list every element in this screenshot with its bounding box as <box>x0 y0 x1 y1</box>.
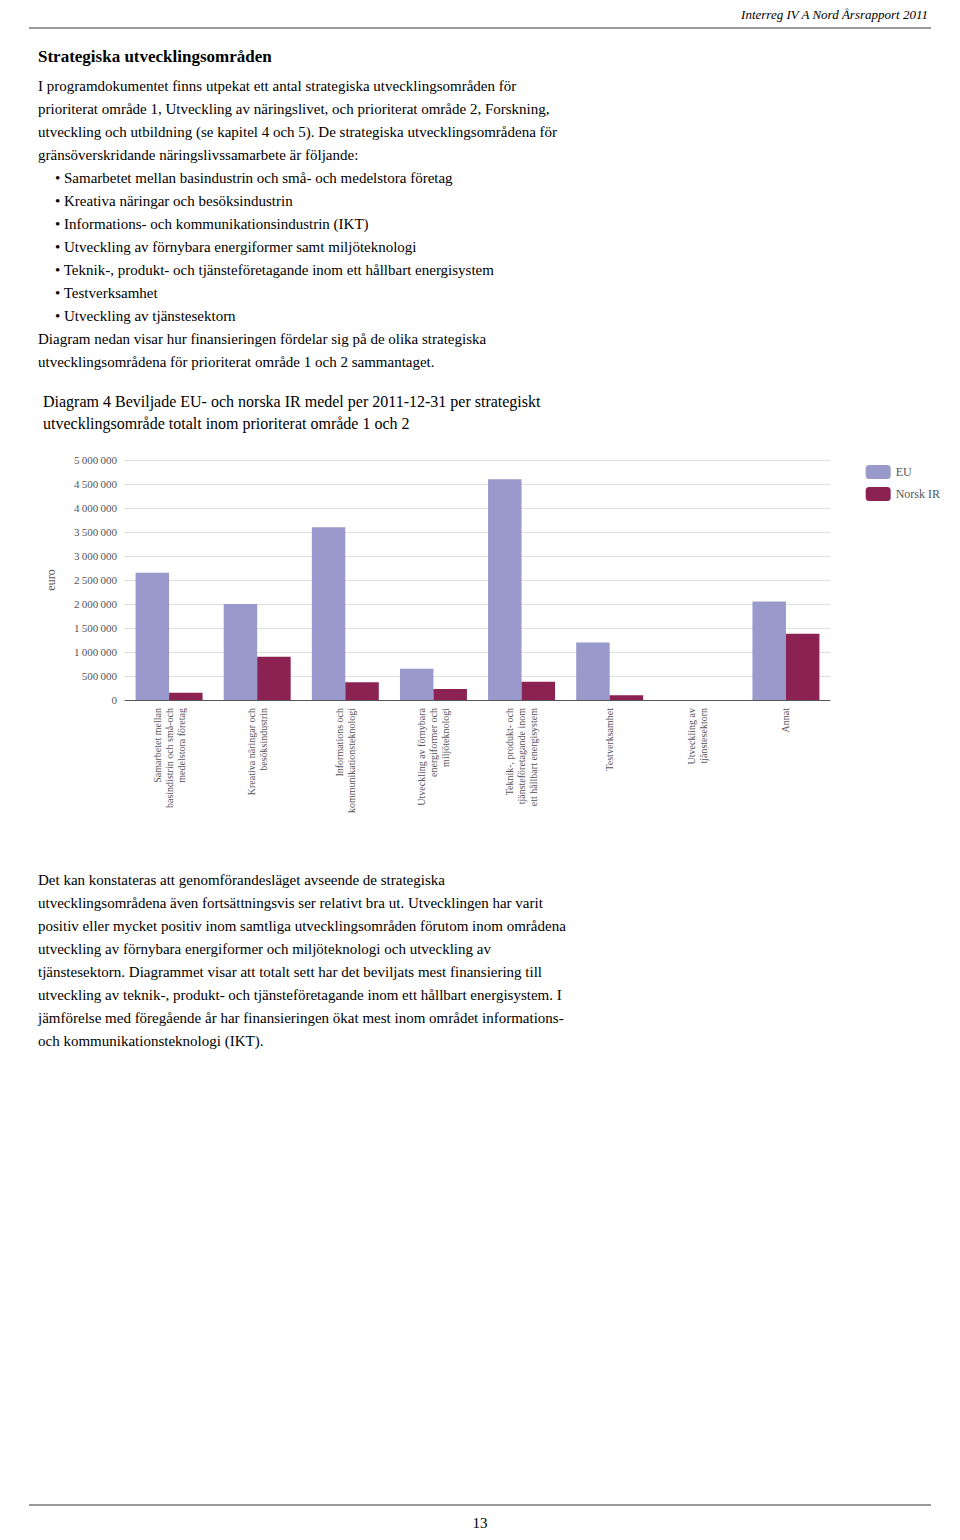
svg-text:Testverksamhet: Testverksamhet <box>604 708 615 771</box>
svg-text:tjänsteföretagande inom: tjänsteföretagande inom <box>516 708 527 805</box>
svg-text:2 000 000: 2 000 000 <box>74 598 117 610</box>
svg-text:ett hållbart energisystem: ett hållbart energisystem <box>528 708 539 806</box>
svg-text:I programdokumentet finns utpe: I programdokumentet finns utpekat ett an… <box>38 78 516 94</box>
svg-text:basindistrin och små-och: basindistrin och små-och <box>164 708 175 808</box>
svg-text:Teknik-, produkt- och: Teknik-, produkt- och <box>504 708 515 795</box>
svg-text:Informations och: Informations och <box>334 708 345 777</box>
svg-text:utveckling av teknik-, produkt: utveckling av teknik-, produkt- och tjän… <box>38 987 562 1003</box>
svg-text:• Utveckling av tjänstesektorn: • Utveckling av tjänstesektorn <box>55 308 236 324</box>
svg-text:Utveckling av: Utveckling av <box>686 708 697 764</box>
svg-text:euro: euro <box>44 569 58 590</box>
svg-text:0: 0 <box>112 694 118 706</box>
svg-text:500 000: 500 000 <box>82 670 118 682</box>
svg-text:jämförelse med föregående år h: jämförelse med föregående år har finansi… <box>37 1010 564 1026</box>
svg-text:• Utveckling av förnybara ener: • Utveckling av förnybara energiformer s… <box>55 239 417 255</box>
svg-text:1 000 000: 1 000 000 <box>74 646 117 658</box>
svg-text:Strategiska utvecklingsområden: Strategiska utvecklingsområden <box>38 47 272 66</box>
svg-text:Samarbetet mellan: Samarbetet mellan <box>152 708 163 783</box>
svg-text:• Kreativa näringar och besöks: • Kreativa näringar och besöksindustrin <box>55 193 293 209</box>
svg-text:• Teknik-, produkt- och tjänst: • Teknik-, produkt- och tjänsteföretagan… <box>55 262 494 278</box>
svg-text:3 000 000: 3 000 000 <box>74 550 117 562</box>
svg-text:Annat: Annat <box>780 708 791 733</box>
svg-text:Diagram 4 Beviljade EU- och no: Diagram 4 Beviljade EU- och norska IR me… <box>43 393 541 411</box>
svg-text:gränsöverskridande näringslivs: gränsöverskridande näringslivssamarbete … <box>38 147 358 163</box>
svg-text:• Informations- och kommunikat: • Informations- och kommunikationsindust… <box>55 216 369 233</box>
svg-text:utvecklingsområdena även forts: utvecklingsområdena även fortsättningsvi… <box>38 895 544 911</box>
svg-text:2 500 000: 2 500 000 <box>74 574 117 586</box>
svg-text:3 500 000: 3 500 000 <box>74 526 117 538</box>
svg-text:4 000 000: 4 000 000 <box>74 502 117 514</box>
svg-text:13: 13 <box>473 1515 488 1531</box>
svg-text:Diagram nedan visar hur finans: Diagram nedan visar hur finansieringen f… <box>38 331 487 347</box>
svg-text:positiv eller mycket positiv i: positiv eller mycket positiv inom samtli… <box>38 918 566 934</box>
svg-text:Norsk IR: Norsk IR <box>896 487 940 501</box>
svg-text:Interreg IV A Nord Årsrapport: Interreg IV A Nord Årsrapport 2011 <box>740 7 928 22</box>
svg-text:kommunikationsteknologi: kommunikationsteknologi <box>346 708 357 813</box>
svg-text:1 500 000: 1 500 000 <box>74 622 117 634</box>
svg-text:utvecklingsområde totalt inom: utvecklingsområde totalt inom prioritera… <box>43 415 410 433</box>
svg-text:prioriterat område 1, Utveckli: prioriterat område 1, Utveckling av näri… <box>38 101 550 117</box>
svg-text:utvecklingsområdena för priori: utvecklingsområdena för prioriterat områ… <box>38 354 435 370</box>
svg-text:utveckling och utbildning (se: utveckling och utbildning (se kapitel 4 … <box>38 124 557 141</box>
svg-text:Kreativa näringar och: Kreativa näringar och <box>246 708 257 795</box>
svg-text:5 000 000: 5 000 000 <box>74 454 117 466</box>
svg-text:miljöteknologi: miljöteknologi <box>440 708 451 767</box>
svg-text:utveckling av förnybara energi: utveckling av förnybara energiformer och… <box>38 941 491 957</box>
svg-text:tjänstesektorn. Diagrammet vis: tjänstesektorn. Diagrammet visar att tot… <box>38 964 542 980</box>
svg-text:tjänstesektorn: tjänstesektorn <box>698 708 709 764</box>
svg-text:Det kan konstateras att genomf: Det kan konstateras att genomförandesläg… <box>38 872 445 888</box>
svg-text:besöksindustrin: besöksindustrin <box>258 708 269 771</box>
svg-text:EU: EU <box>896 465 912 479</box>
svg-text:medelstora företag: medelstora företag <box>176 708 187 783</box>
svg-text:och kommunikationsteknologi (I: och kommunikationsteknologi (IKT). <box>38 1033 263 1050</box>
svg-text:• Testverksamhet: • Testverksamhet <box>55 285 158 301</box>
svg-text:4 500 000: 4 500 000 <box>74 478 117 490</box>
svg-text:Utveckling av förnybara: Utveckling av förnybara <box>416 707 427 805</box>
svg-text:energiformer och: energiformer och <box>428 708 439 777</box>
svg-text:• Samarbetet mellan basindustr: • Samarbetet mellan basindustrin och små… <box>55 170 453 186</box>
